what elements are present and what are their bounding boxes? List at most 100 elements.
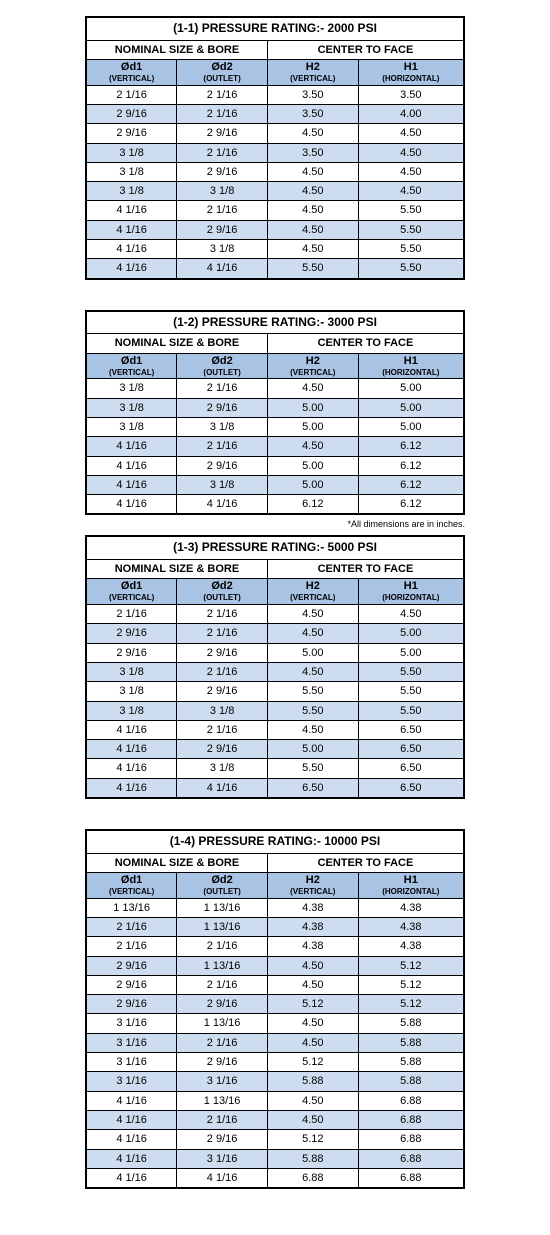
table-cell: 2 1/16 [177,624,268,643]
table-row: 3 1/82 1/164.505.00 [86,379,464,398]
table-cell: 4.50 [267,605,358,624]
table-cell: 4.38 [267,898,358,917]
table-cell: 5.50 [267,259,358,279]
table-cell: 3 1/8 [177,182,268,201]
table-cell: 3 1/8 [86,182,177,201]
table-cell: 5.88 [358,1033,464,1052]
table-cell: 6.50 [358,759,464,778]
col-od2: Ød2(OUTLET) [177,579,268,605]
table-cell: 2 9/16 [177,682,268,701]
table-cell: 6.12 [358,456,464,475]
table-cell: 2 9/16 [86,624,177,643]
col-group-nominal: NOMINAL SIZE & BORE [86,559,267,578]
table-cell: 5.12 [358,956,464,975]
table-row: 4 1/162 1/164.506.88 [86,1110,464,1129]
col-h2: H2(VERTICAL) [267,59,358,85]
table-cell: 5.00 [267,475,358,494]
table-row: 2 9/162 1/163.504.00 [86,104,464,123]
table-row: 2 9/162 9/165.125.12 [86,995,464,1014]
table-cell: 2 9/16 [177,398,268,417]
col-h2: H2(VERTICAL) [267,872,358,898]
pressure-table-wrap: (1-2) PRESSURE RATING:- 3000 PSINOMINAL … [85,310,465,516]
table-cell: 4.50 [267,240,358,259]
col-h1: H1(HORIZONTAL) [358,353,464,379]
table-cell: 3.50 [267,85,358,104]
table-cell: 5.00 [358,379,464,398]
table-row: 2 1/162 1/164.384.38 [86,937,464,956]
table-cell: 4 1/16 [86,1130,177,1149]
table-cell: 6.50 [358,720,464,739]
pressure-rating-table: (1-2) PRESSURE RATING:- 3000 PSINOMINAL … [85,310,465,516]
table-cell: 5.50 [267,759,358,778]
table-row: 3 1/83 1/85.505.50 [86,701,464,720]
table-row: 4 1/162 9/165.126.88 [86,1130,464,1149]
table-row: 4 1/164 1/165.505.50 [86,259,464,279]
table-cell: 6.12 [267,495,358,515]
table-cell: 3.50 [267,104,358,123]
table-cell: 2 1/16 [86,918,177,937]
table-row: 4 1/163 1/85.006.12 [86,475,464,494]
table-cell: 4 1/16 [86,456,177,475]
table-cell: 2 1/16 [86,85,177,104]
table-cell: 4 1/16 [86,1168,177,1188]
table-cell: 4 1/16 [86,740,177,759]
table-cell: 5.00 [358,398,464,417]
table-cell: 3.50 [358,85,464,104]
table-cell: 2 9/16 [177,1053,268,1072]
table-cell: 6.88 [358,1168,464,1188]
col-group-center: CENTER TO FACE [267,853,464,872]
table-cell: 5.50 [358,201,464,220]
table-cell: 6.88 [267,1168,358,1188]
table-cell: 2 1/16 [86,937,177,956]
table-cell: 2 1/16 [177,1033,268,1052]
table-row: 2 1/162 1/163.503.50 [86,85,464,104]
table-cell: 4.50 [358,124,464,143]
table-cell: 5.00 [358,643,464,662]
table-cell: 2 9/16 [86,975,177,994]
col-h1: H1(HORIZONTAL) [358,579,464,605]
col-group-center: CENTER TO FACE [267,559,464,578]
table-cell: 2 1/16 [177,605,268,624]
table-row: 4 1/162 9/165.006.12 [86,456,464,475]
table-cell: 2 9/16 [86,995,177,1014]
table-cell: 2 9/16 [86,956,177,975]
col-od1: Ød1(VERTICAL) [86,353,177,379]
table-cell: 5.00 [267,643,358,662]
table-cell: 5.50 [358,259,464,279]
table-row: 4 1/162 1/164.506.50 [86,720,464,739]
table-cell: 5.12 [267,995,358,1014]
table-row: 3 1/82 1/164.505.50 [86,662,464,681]
table-cell: 2 1/16 [86,605,177,624]
pressure-rating-table: (1-4) PRESSURE RATING:- 10000 PSINOMINAL… [85,829,465,1189]
table-cell: 3 1/8 [86,417,177,436]
table-cell: 6.12 [358,437,464,456]
table-cell: 4 1/16 [86,220,177,239]
table-row: 3 1/82 9/164.504.50 [86,162,464,181]
table-cell: 3 1/8 [177,759,268,778]
table-row: 3 1/161 13/164.505.88 [86,1014,464,1033]
col-group-center: CENTER TO FACE [267,334,464,353]
table-row: 2 9/161 13/164.505.12 [86,956,464,975]
table-row: 2 1/162 1/164.504.50 [86,605,464,624]
table-cell: 5.00 [267,456,358,475]
table-cell: 6.50 [267,778,358,798]
table-row: 1 13/161 13/164.384.38 [86,898,464,917]
table-cell: 4 1/16 [86,201,177,220]
table-cell: 5.50 [358,682,464,701]
table-cell: 4.50 [267,1014,358,1033]
table-title: (1-2) PRESSURE RATING:- 3000 PSI [86,311,464,334]
table-cell: 3 1/16 [86,1014,177,1033]
table-cell: 4.50 [267,201,358,220]
table-cell: 4.50 [358,143,464,162]
table-cell: 2 1/16 [177,720,268,739]
table-cell: 4.50 [267,379,358,398]
table-cell: 4.50 [267,662,358,681]
col-h1: H1(HORIZONTAL) [358,59,464,85]
table-title: (1-1) PRESSURE RATING:- 2000 PSI [86,17,464,40]
table-row: 2 9/162 9/164.504.50 [86,124,464,143]
table-cell: 5.00 [358,417,464,436]
table-row: 2 1/161 13/164.384.38 [86,918,464,937]
col-group-center: CENTER TO FACE [267,40,464,59]
table-cell: 4.50 [267,162,358,181]
table-cell: 4.38 [358,898,464,917]
